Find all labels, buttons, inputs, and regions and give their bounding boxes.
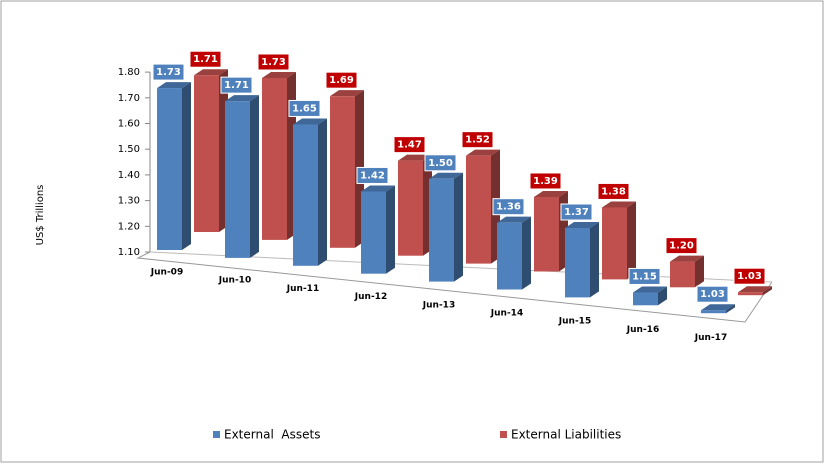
- y-tick-label: 1.10: [118, 247, 140, 258]
- x-tick-label: Jun-12: [354, 292, 387, 302]
- bar: [361, 185, 395, 274]
- x-tick-label: Jun-15: [558, 317, 591, 327]
- value-label-box: [152, 63, 185, 81]
- value-label: 1.38: [601, 186, 626, 197]
- value-label-box: [220, 76, 253, 94]
- bar: [429, 172, 463, 282]
- x-tick-label: Jun-16: [626, 325, 659, 335]
- y-tick-label: 1.80: [118, 67, 140, 78]
- value-label: 1.36: [496, 202, 521, 213]
- value-label: 1.47: [397, 140, 422, 151]
- x-tick-label: Jun-11: [286, 284, 319, 294]
- value-label: 1.50: [428, 158, 453, 169]
- value-label: 1.20: [669, 241, 694, 252]
- bar: [534, 190, 568, 272]
- bar: [157, 82, 191, 250]
- legend-label: External Assets: [224, 428, 320, 442]
- y-tick-label: 1.20: [118, 221, 140, 232]
- y-tick-label: 1.60: [118, 119, 140, 130]
- value-label: 1.69: [329, 75, 354, 86]
- y-tick-label: 1.30: [118, 196, 140, 207]
- x-tick-label: Jun-10: [218, 276, 251, 286]
- value-label: 1.39: [533, 176, 558, 187]
- value-label-box: [257, 53, 290, 71]
- bar: [701, 304, 735, 314]
- bar: [497, 216, 531, 290]
- bar: [565, 222, 599, 298]
- value-label: 1.73: [261, 57, 286, 68]
- value-label-box: [424, 154, 457, 172]
- value-label: 1.71: [224, 80, 249, 91]
- value-label-box: [325, 71, 358, 89]
- bar: [633, 286, 667, 306]
- x-tick-label: Jun-17: [694, 333, 727, 343]
- bar: [293, 118, 327, 266]
- bar: [670, 255, 704, 288]
- value-label: 1.73: [156, 67, 181, 78]
- value-label-box: [356, 166, 389, 184]
- value-label-box: [461, 131, 494, 149]
- bar: [225, 95, 259, 258]
- value-label-box: [696, 285, 729, 303]
- value-label-box: [529, 172, 562, 190]
- x-tick-label: Jun-13: [422, 300, 455, 310]
- value-label: 1.15: [632, 271, 657, 282]
- value-label: 1.52: [465, 135, 490, 146]
- value-label-box: [628, 267, 661, 285]
- y-tick-label: 1.70: [118, 93, 140, 104]
- value-label: 1.42: [360, 170, 385, 181]
- legend-swatch: [213, 431, 220, 438]
- value-label-box: [189, 50, 222, 68]
- bar: [602, 201, 636, 280]
- bar: [738, 286, 772, 296]
- x-tick-label: Jun-14: [490, 309, 523, 319]
- value-label-box: [665, 237, 698, 255]
- value-label: 1.03: [737, 271, 762, 282]
- x-tick-label: Jun-09: [150, 268, 183, 278]
- value-label-box: [492, 198, 525, 216]
- value-label-box: [560, 203, 593, 221]
- value-label: 1.65: [292, 103, 317, 114]
- bar: [194, 69, 228, 232]
- value-label: 1.03: [700, 289, 725, 300]
- legend-label: External Liabilities: [511, 428, 621, 442]
- value-label: 1.37: [564, 207, 589, 218]
- y-tick-label: 1.40: [118, 170, 140, 181]
- value-label-box: [393, 136, 426, 154]
- floor: [136, 251, 773, 323]
- value-label-box: [597, 182, 630, 200]
- value-label-box: [288, 99, 321, 117]
- value-label-box: [733, 267, 766, 285]
- bar: [262, 71, 296, 240]
- value-label: 1.71: [193, 54, 218, 65]
- y-axis-title: US$ Trillions: [35, 185, 46, 246]
- y-tick-label: 1.50: [118, 144, 140, 155]
- legend-swatch: [500, 431, 507, 438]
